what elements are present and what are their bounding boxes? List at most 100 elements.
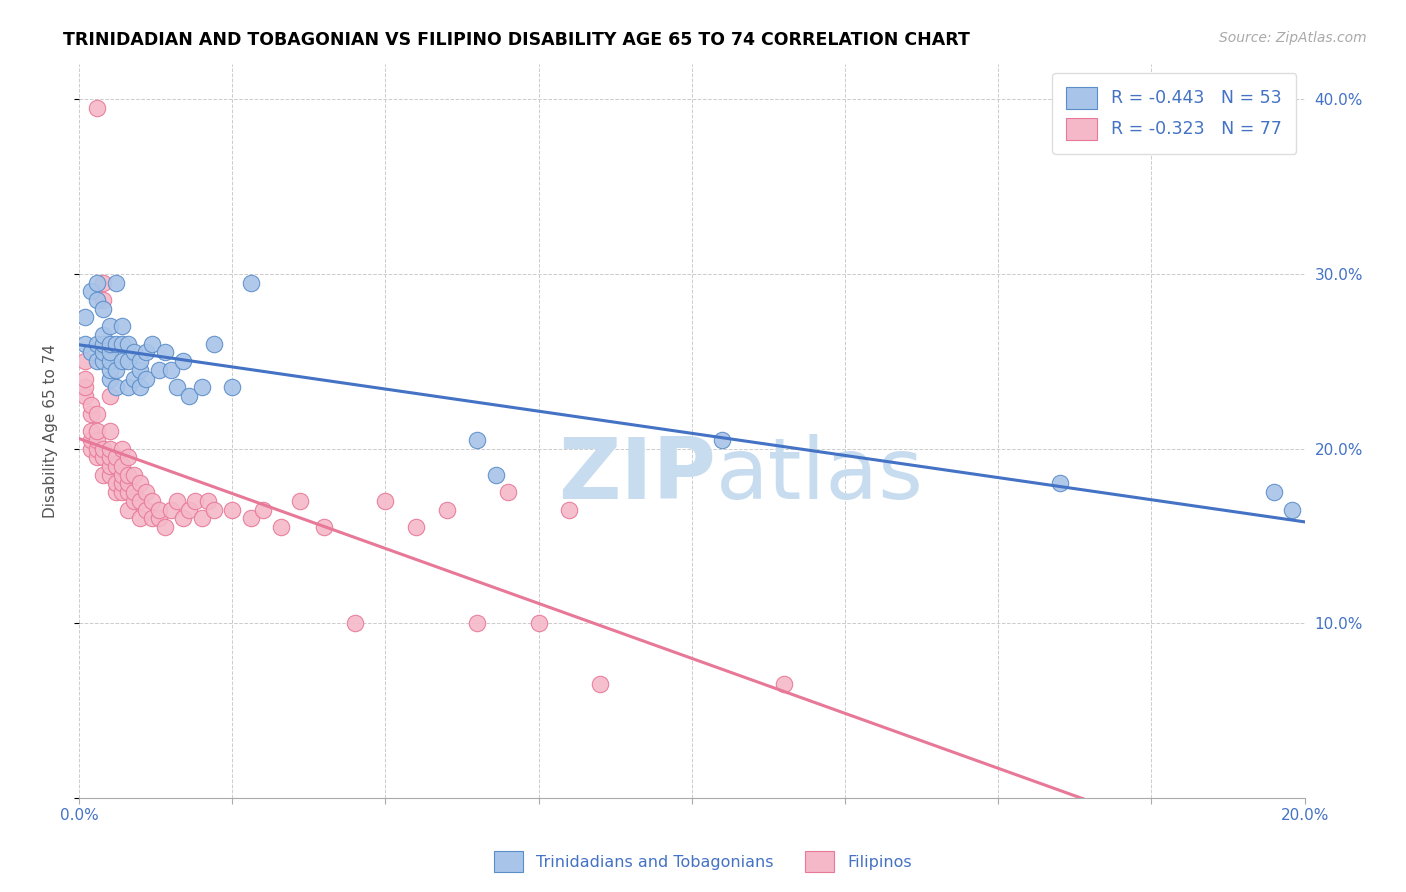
Point xyxy=(86,336,108,351)
Point xyxy=(98,336,121,351)
Point xyxy=(75,336,97,351)
Point xyxy=(117,502,139,516)
Point xyxy=(1281,502,1303,516)
Point xyxy=(117,476,139,491)
Point xyxy=(129,476,152,491)
Point xyxy=(117,354,139,368)
Point xyxy=(465,616,488,631)
Point xyxy=(122,494,145,508)
Point xyxy=(111,442,134,456)
Point xyxy=(202,336,225,351)
Point xyxy=(86,407,108,421)
Point xyxy=(117,450,139,465)
Point xyxy=(160,363,183,377)
Point xyxy=(98,450,121,465)
Point xyxy=(86,101,108,115)
Point xyxy=(80,407,103,421)
Point xyxy=(1049,476,1071,491)
Point xyxy=(436,502,458,516)
Point xyxy=(153,345,176,359)
Point xyxy=(160,502,183,516)
Point xyxy=(239,276,262,290)
Point xyxy=(141,336,163,351)
Point xyxy=(93,467,115,482)
Point xyxy=(148,502,170,516)
Point xyxy=(343,616,366,631)
Point xyxy=(98,363,121,377)
Point xyxy=(374,494,396,508)
Legend: Trinidadians and Tobagonians, Filipinos: Trinidadians and Tobagonians, Filipinos xyxy=(486,843,920,880)
Point xyxy=(93,327,115,342)
Point xyxy=(117,380,139,394)
Point xyxy=(129,363,152,377)
Point xyxy=(141,511,163,525)
Point xyxy=(75,380,97,394)
Point xyxy=(111,476,134,491)
Point xyxy=(80,424,103,438)
Point xyxy=(104,336,127,351)
Point xyxy=(111,336,134,351)
Point xyxy=(485,467,508,482)
Point xyxy=(93,276,115,290)
Point xyxy=(80,442,103,456)
Point xyxy=(93,293,115,307)
Text: Source: ZipAtlas.com: Source: ZipAtlas.com xyxy=(1219,31,1367,45)
Point xyxy=(93,301,115,316)
Point xyxy=(122,345,145,359)
Point xyxy=(104,380,127,394)
Point xyxy=(129,354,152,368)
Point xyxy=(148,511,170,525)
Point xyxy=(141,494,163,508)
Point xyxy=(93,354,115,368)
Point xyxy=(86,276,108,290)
Point xyxy=(104,458,127,473)
Point xyxy=(172,511,194,525)
Point xyxy=(75,310,97,325)
Point xyxy=(75,389,97,403)
Point xyxy=(93,442,115,456)
Point xyxy=(184,494,207,508)
Point xyxy=(135,345,157,359)
Point xyxy=(104,450,127,465)
Point xyxy=(465,433,488,447)
Point xyxy=(135,502,157,516)
Point xyxy=(93,336,115,351)
Point xyxy=(129,494,152,508)
Point xyxy=(129,380,152,394)
Point xyxy=(589,677,612,691)
Point xyxy=(86,354,108,368)
Point xyxy=(221,380,243,394)
Point xyxy=(135,371,157,385)
Y-axis label: Disability Age 65 to 74: Disability Age 65 to 74 xyxy=(44,344,58,518)
Point xyxy=(86,424,108,438)
Point xyxy=(98,354,121,368)
Point xyxy=(104,276,127,290)
Point xyxy=(252,502,274,516)
Point xyxy=(98,371,121,385)
Point xyxy=(98,424,121,438)
Point xyxy=(190,511,212,525)
Text: TRINIDADIAN AND TOBAGONIAN VS FILIPINO DISABILITY AGE 65 TO 74 CORRELATION CHART: TRINIDADIAN AND TOBAGONIAN VS FILIPINO D… xyxy=(63,31,970,49)
Point xyxy=(122,485,145,500)
Text: ZIP: ZIP xyxy=(558,434,716,516)
Point xyxy=(117,336,139,351)
Point xyxy=(98,442,121,456)
Point xyxy=(104,363,127,377)
Point xyxy=(86,450,108,465)
Point xyxy=(104,476,127,491)
Point xyxy=(711,433,734,447)
Point xyxy=(98,458,121,473)
Point xyxy=(98,467,121,482)
Point xyxy=(117,467,139,482)
Point xyxy=(122,467,145,482)
Point xyxy=(166,380,188,394)
Point xyxy=(98,389,121,403)
Point xyxy=(80,285,103,299)
Point xyxy=(111,319,134,334)
Point xyxy=(527,616,550,631)
Point xyxy=(86,442,108,456)
Point xyxy=(239,511,262,525)
Point xyxy=(129,511,152,525)
Point xyxy=(197,494,219,508)
Point xyxy=(190,380,212,394)
